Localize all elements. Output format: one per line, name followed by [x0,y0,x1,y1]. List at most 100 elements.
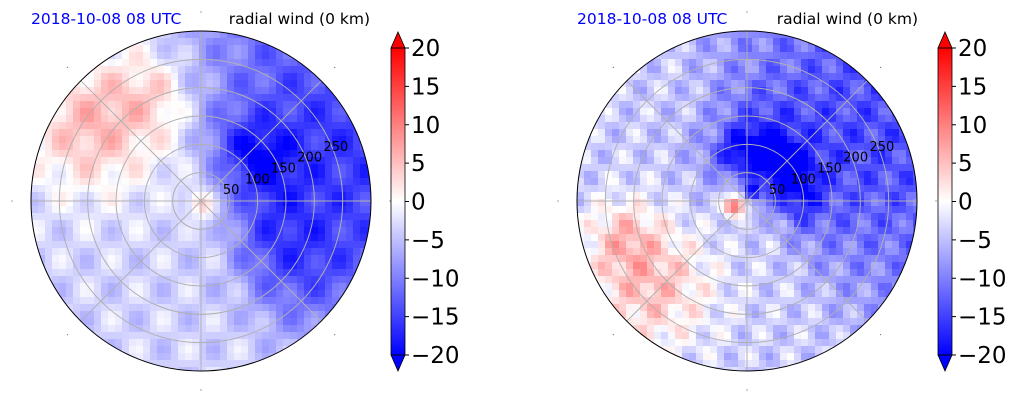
field-cell [836,185,844,193]
field-cell [752,192,760,200]
field-cell [73,164,81,172]
field-cell [59,178,67,186]
colorbar-tick-label: 20 [958,36,987,62]
field-cell [332,164,340,172]
field-cell [675,52,683,60]
field-cell [276,297,284,305]
field-cell [332,213,340,221]
field-cell [752,108,760,116]
field-cell [213,241,221,249]
field-cell [703,192,711,200]
field-cell [801,241,809,249]
field-cell [290,269,298,277]
field-cell [829,332,837,340]
field-cell [836,171,844,179]
field-cell [332,206,340,214]
field-cell [654,248,662,256]
field-cell [640,206,648,214]
field-cell [703,227,711,235]
field-cell [682,157,690,165]
field-cell [759,80,767,88]
field-cell [213,234,221,242]
field-cell [311,213,319,221]
field-cell [283,164,291,172]
field-cell [122,269,130,277]
field-cell [66,122,74,130]
field-cell [122,108,130,116]
field-cell [164,171,172,179]
field-cell [766,73,774,81]
field-cell [731,227,739,235]
field-cell [766,367,774,371]
field-cell [766,157,774,165]
field-cell [108,164,116,172]
field-cell [213,108,221,116]
field-cell [633,234,641,242]
field-cell [899,255,907,263]
field-cell [311,129,319,137]
field-cell [738,157,746,165]
field-cell [304,108,312,116]
field-cell [759,87,767,95]
field-cell [283,276,291,284]
field-cell [640,241,648,249]
field-cell [150,108,158,116]
field-cell [164,150,172,158]
field-cell [157,290,165,298]
field-cell [787,213,795,221]
field-cell [136,290,144,298]
field-cell [59,185,67,193]
field-cell [787,87,795,95]
field-cell [633,164,641,172]
field-cell [108,59,116,67]
field-cell [759,318,767,326]
field-cell [38,192,46,200]
field-cell [269,59,277,67]
field-cell [619,227,627,235]
field-cell [857,87,865,95]
field-cell [262,332,270,340]
field-cell [724,339,732,347]
field-cell [878,269,886,277]
field-cell [318,129,326,137]
field-cell [143,122,151,130]
field-cell [241,59,249,67]
field-cell [906,220,914,228]
field-cell [241,157,249,165]
field-cell [605,143,613,151]
field-cell [136,234,144,242]
field-cell [346,213,354,221]
field-cell [633,297,641,305]
field-cell [724,248,732,256]
field-cell [73,115,81,123]
field-cell [612,276,620,284]
field-cell [87,276,95,284]
field-cell [150,346,158,354]
field-cell [878,206,886,214]
field-cell [297,332,305,340]
field-cell [829,178,837,186]
field-cell [269,52,277,60]
field-cell [220,101,228,109]
field-cell [752,213,760,221]
field-cell [843,108,851,116]
field-cell [787,367,795,371]
field-cell [801,227,809,235]
field-cell [206,178,214,186]
field-cell [829,213,837,221]
field-cell [850,262,858,270]
field-cell [192,171,200,179]
field-cell [206,248,214,256]
field-cell [101,213,109,221]
field-cell [710,262,718,270]
field-cell [73,108,81,116]
field-cell [304,136,312,144]
field-cell [192,297,200,305]
field-cell [192,318,200,326]
field-cell [59,276,67,284]
field-cell [612,129,620,137]
field-cell [703,346,711,354]
field-cell [80,185,88,193]
field-cell [885,129,893,137]
field-cell [703,220,711,228]
